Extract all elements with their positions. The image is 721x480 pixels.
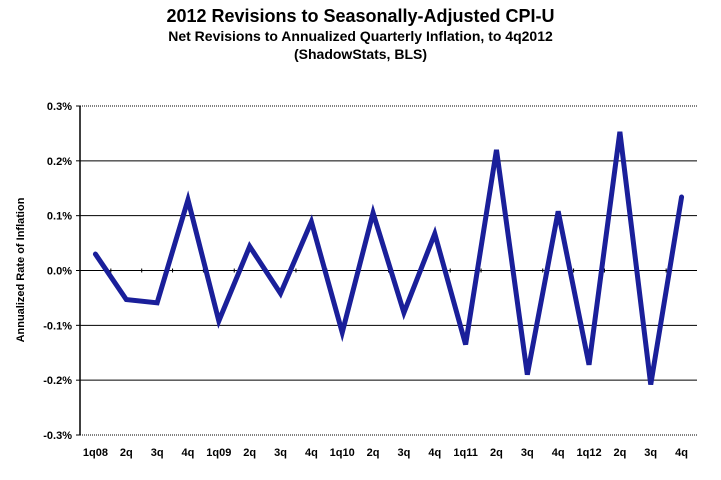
x-tick-label: 1q10 <box>330 447 355 459</box>
x-tick-label: 1q11 <box>453 447 477 459</box>
x-tick-label: 2q <box>243 447 256 459</box>
y-tick-label: -0.3% <box>43 430 72 442</box>
x-tick-label: 4q <box>182 447 195 459</box>
x-tick-label: 4q <box>675 447 688 459</box>
x-tick-label: 1q09 <box>206 447 231 459</box>
x-tick-label: 1q12 <box>576 447 601 459</box>
x-tick-label: 4q <box>552 447 565 459</box>
x-tick-label: 2q <box>613 447 626 459</box>
chart-title: 2012 Revisions to Seasonally-Adjusted CP… <box>166 6 555 26</box>
chart-source: (ShadowStats, BLS) <box>293 46 427 62</box>
y-tick-label: 0.2% <box>47 156 72 168</box>
y-tick-label: 0.0% <box>47 266 72 278</box>
y-tick-label: 0.1% <box>47 211 72 223</box>
x-tick-label: 2q <box>367 447 380 459</box>
chart-subtitle: Net Revisions to Annualized Quarterly In… <box>168 28 553 44</box>
y-tick-label: -0.1% <box>43 320 72 332</box>
x-tick-label: 3q <box>521 447 534 459</box>
y-tick-label: -0.2% <box>43 375 72 387</box>
y-axis-label: Annualized Rate of Inflation <box>15 197 27 342</box>
x-tick-label: 4q <box>305 447 318 459</box>
x-tick-label: 3q <box>644 447 657 459</box>
x-tick-label: 3q <box>398 447 411 459</box>
x-tick-label: 2q <box>120 447 133 459</box>
x-tick-label: 2q <box>490 447 503 459</box>
x-tick-label: 4q <box>428 447 441 459</box>
x-tick-label: 3q <box>274 447 287 459</box>
x-tick-label: 3q <box>151 447 164 459</box>
series-line <box>92 131 685 385</box>
y-tick-label: 0.3% <box>47 101 72 113</box>
x-tick-label: 1q08 <box>83 447 108 459</box>
